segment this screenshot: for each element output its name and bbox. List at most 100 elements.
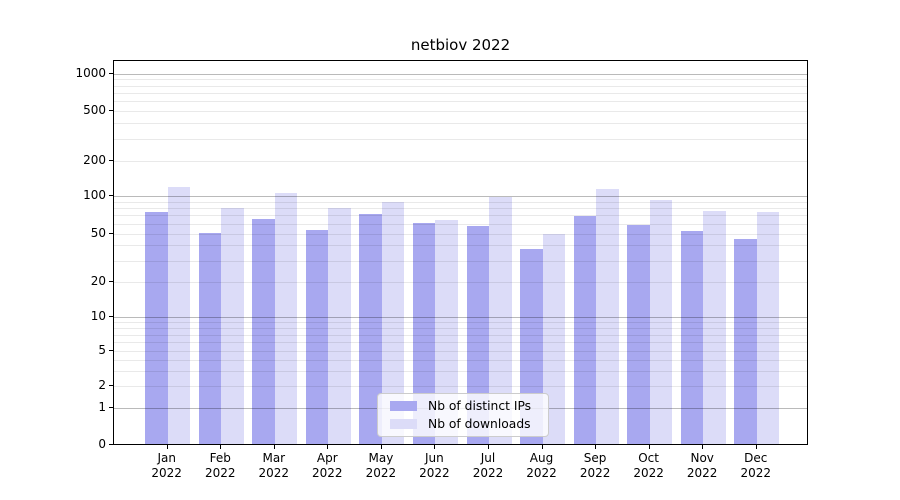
gridline-60	[114, 223, 807, 225]
x-tick-label-sep: Sep 2022	[579, 451, 611, 480]
bar-dec-distinct-ips	[734, 238, 757, 444]
x-tick-mark-apr	[327, 444, 329, 449]
gridline-30	[114, 260, 807, 262]
gridline-700	[114, 92, 807, 94]
legend-row-distinct-ips: Nb of distinct IPs	[386, 399, 540, 413]
x-tick-label-dec: Dec 2022	[740, 451, 772, 480]
legend-swatch-distinct-ips	[390, 401, 417, 411]
x-tick-label-may: May 2022	[365, 451, 397, 480]
y-tick-label-50: 50	[90, 225, 106, 240]
x-tick-label-oct: Oct 2022	[633, 451, 664, 480]
y-tick-label-500: 500	[83, 103, 106, 117]
y-tick-mark-200	[109, 159, 113, 161]
y-tick-mark-1	[109, 407, 113, 408]
gridline-6	[114, 342, 807, 344]
x-tick-mark-jun	[434, 444, 436, 449]
bar-jun-distinct-ips	[412, 223, 436, 444]
y-tick-label-100: 100	[83, 188, 106, 202]
y-tick-mark-50	[109, 232, 113, 234]
x-tick-label-jul: Jul 2022	[472, 451, 504, 480]
bar-nov-downloads	[703, 210, 726, 444]
plot-area	[113, 60, 808, 445]
gridline-300	[114, 138, 807, 140]
gridline-5	[114, 351, 807, 352]
bar-may-distinct-ips	[359, 213, 382, 444]
y-tick-mark-100	[109, 195, 113, 196]
bar-sep-downloads	[596, 189, 619, 444]
gridline-7	[114, 334, 807, 336]
y-tick-label-10: 10	[90, 309, 106, 323]
y-tick-mark-1000	[109, 72, 113, 74]
legend: Nb of distinct IPs Nb of downloads	[377, 393, 549, 437]
bar-may-downloads	[381, 202, 405, 444]
x-tick-label-nov: Nov 2022	[686, 451, 718, 480]
x-tick-label-jun: Jun 2022	[419, 451, 450, 480]
x-tick-mark-sep	[595, 444, 597, 449]
x-tick-mark-aug	[541, 444, 543, 449]
y-tick-label-5: 5	[98, 343, 106, 357]
y-tick-mark-10	[109, 316, 113, 317]
gridline-8	[114, 327, 807, 329]
x-tick-label-apr: Apr 2022	[312, 451, 343, 480]
y-tick-mark-5	[109, 350, 113, 351]
bar-aug-downloads	[542, 234, 565, 444]
gridline-10	[114, 317, 807, 318]
chart-title: netbiov 2022	[410, 36, 511, 54]
gridline-20	[114, 282, 807, 283]
bar-mar-downloads	[274, 193, 298, 444]
y-tick-label-200: 200	[83, 152, 106, 167]
gridline-1000	[114, 73, 807, 75]
legend-label-distinct-ips: Nb of distinct IPs	[428, 399, 532, 413]
x-tick-mark-jul	[488, 444, 489, 449]
bar-feb-distinct-ips	[198, 233, 222, 444]
bar-oct-distinct-ips	[627, 224, 650, 444]
gridline-9	[114, 322, 807, 324]
bar-jul-distinct-ips	[466, 225, 489, 444]
bar-jan-downloads	[167, 187, 191, 444]
x-tick-label-mar: Mar 2022	[258, 451, 290, 480]
x-tick-mark-oct	[648, 444, 650, 449]
legend-row-downloads: Nb of downloads	[386, 417, 540, 431]
gridline-80	[114, 208, 807, 210]
y-tick-label-0: 0	[98, 437, 106, 452]
gridline-200	[114, 160, 807, 162]
x-tick-mark-feb	[220, 444, 222, 449]
gridline-400	[114, 123, 807, 125]
y-tick-mark-20	[109, 281, 113, 282]
x-tick-mark-may	[380, 444, 382, 449]
legend-swatch-downloads	[390, 419, 417, 429]
x-tick-label-feb: Feb 2022	[205, 451, 236, 480]
bar-oct-downloads	[649, 199, 673, 444]
legend-label-downloads: Nb of downloads	[428, 417, 531, 431]
bar-dec-downloads	[756, 212, 780, 444]
y-tick-label-20: 20	[90, 274, 106, 288]
y-tick-mark-500	[109, 110, 113, 111]
gridline-100	[114, 196, 807, 197]
gridline-4	[114, 359, 807, 361]
x-tick-mark-nov	[702, 444, 704, 449]
x-tick-mark-mar	[273, 444, 275, 449]
gridline-70	[114, 215, 807, 217]
x-tick-mark-dec	[755, 444, 757, 449]
x-tick-label-aug: Aug 2022	[526, 451, 557, 480]
bar-apr-downloads	[328, 207, 351, 444]
bar-apr-distinct-ips	[305, 229, 329, 444]
gridline-50	[114, 233, 807, 235]
y-tick-mark-2	[109, 385, 113, 386]
gridline-500	[114, 111, 807, 112]
gridline-40	[114, 245, 807, 247]
gridline-90	[114, 201, 807, 203]
y-tick-label-1: 1	[98, 400, 106, 414]
gridline-900	[114, 79, 807, 81]
y-tick-mark-0	[109, 444, 113, 446]
y-tick-label-1000: 1000	[75, 65, 106, 80]
gridline-600	[114, 101, 807, 103]
bar-jun-downloads	[435, 219, 458, 444]
bar-mar-distinct-ips	[252, 218, 275, 444]
gridline-800	[114, 85, 807, 87]
bar-jan-distinct-ips	[145, 211, 168, 444]
gridline-2	[114, 386, 807, 387]
bar-sep-distinct-ips	[573, 216, 597, 444]
bar-feb-downloads	[221, 207, 244, 444]
